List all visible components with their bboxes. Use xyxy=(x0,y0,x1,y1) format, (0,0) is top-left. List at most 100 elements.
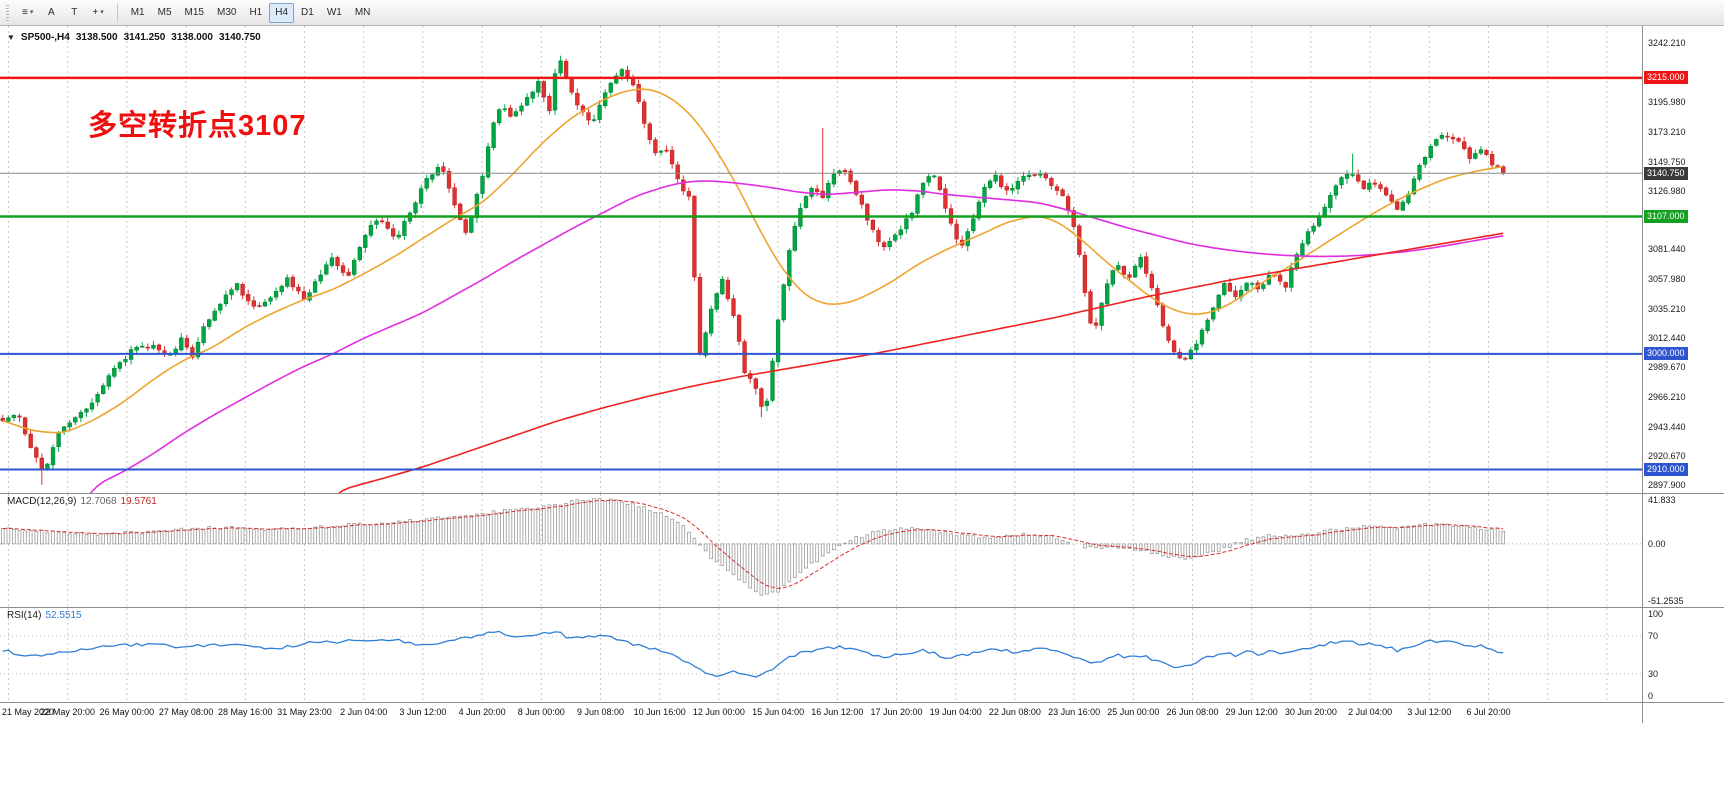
slow-ma-line xyxy=(337,232,1504,493)
macd-histogram xyxy=(0,497,1506,596)
symbol-dropdown-icon[interactable]: ▼ xyxy=(7,33,15,42)
annotations-tool-button[interactable]: A xyxy=(40,3,62,23)
panel-separator[interactable] xyxy=(0,702,1724,703)
macd-bar xyxy=(1066,541,1070,545)
panel-separator[interactable] xyxy=(0,493,1724,494)
macd-bar xyxy=(1306,533,1310,545)
macd-bar xyxy=(207,526,212,545)
macd-bar xyxy=(1373,525,1377,545)
timeframe-h1-button[interactable]: H1 xyxy=(243,3,268,23)
timeframe-mn-button[interactable]: MN xyxy=(349,3,377,23)
macd-panel-canvas[interactable] xyxy=(0,494,1724,607)
macd-bar xyxy=(1060,540,1065,545)
price-tag-3000.000: 3000.000 xyxy=(1644,347,1688,360)
mid-ma-line xyxy=(89,180,1504,493)
macd-bar xyxy=(1244,538,1249,545)
candle-body xyxy=(619,69,625,77)
candle-body xyxy=(78,412,84,418)
rsi-panel-canvas[interactable] xyxy=(0,608,1724,702)
candle-body xyxy=(1199,329,1205,345)
price-tick-label: 2943.440 xyxy=(1648,422,1686,432)
rsi-axis-label: 100 xyxy=(1648,609,1664,619)
candle-body xyxy=(881,242,887,248)
candle-body xyxy=(764,400,770,407)
candle-body xyxy=(681,179,686,192)
macd-bar xyxy=(447,516,451,545)
macd-bar xyxy=(0,528,5,545)
timeframe-m5-button[interactable]: M5 xyxy=(152,3,178,23)
candle-body xyxy=(1428,145,1433,158)
candle-body xyxy=(1305,231,1311,245)
macd-bar xyxy=(703,543,708,552)
macd-bar xyxy=(921,529,925,545)
candle-body xyxy=(296,286,301,292)
timeframe-w1-button[interactable]: W1 xyxy=(321,3,348,23)
macd-bar xyxy=(1055,538,1059,545)
macd-bar xyxy=(123,531,128,545)
candle-body xyxy=(22,417,28,435)
macd-bar xyxy=(436,516,440,545)
candle-body xyxy=(156,344,162,351)
time-label: 26 May 00:00 xyxy=(99,707,155,717)
macd-bar xyxy=(129,530,133,545)
macd-bar xyxy=(134,531,139,545)
macd-bar xyxy=(692,537,697,545)
timeframe-h4-button[interactable]: H4 xyxy=(269,2,295,23)
macd-bar xyxy=(318,525,323,545)
time-label: 29 Jun 12:00 xyxy=(1225,707,1278,717)
macd-bar xyxy=(212,527,217,545)
macd-bar xyxy=(402,520,407,545)
panel-separator[interactable] xyxy=(0,607,1724,608)
candle-body xyxy=(926,176,931,183)
timeframe-d1-button[interactable]: D1 xyxy=(295,3,320,23)
macd-bar xyxy=(112,532,117,545)
candle-body xyxy=(1250,283,1255,285)
macd-bar xyxy=(1406,525,1411,545)
macd-bar xyxy=(1116,543,1121,549)
price-tick-label: 2989.670 xyxy=(1648,362,1686,372)
candle-body xyxy=(229,289,234,296)
macd-bar xyxy=(224,526,228,545)
rsi-line xyxy=(2,630,1504,678)
text-tool-button[interactable]: T xyxy=(63,3,85,23)
macd-bar xyxy=(1423,522,1427,545)
macd-bar xyxy=(229,526,234,545)
candle-body xyxy=(753,378,758,389)
macd-bar xyxy=(363,524,368,545)
candle-body xyxy=(1105,283,1110,305)
macd-bar xyxy=(871,531,875,545)
macd-bar xyxy=(502,508,507,545)
candle-body xyxy=(508,107,513,117)
time-label: 4 Jun 20:00 xyxy=(458,707,506,717)
candle-body xyxy=(368,225,374,236)
candle-body xyxy=(1484,150,1489,155)
candle-body xyxy=(201,326,206,344)
candle-body xyxy=(842,169,848,173)
timeframe-m1-button[interactable]: M1 xyxy=(125,3,151,23)
candle-body xyxy=(1082,255,1088,293)
rsi-value: 52.5515 xyxy=(45,610,82,621)
candle-body xyxy=(536,81,541,93)
candle-body xyxy=(1171,340,1177,353)
candle-body xyxy=(714,293,719,310)
price-axis[interactable]: 3215.000 3140.750 3107.000 3000.000 2910.000… xyxy=(1643,26,1724,723)
timeframe-m30-button[interactable]: M30 xyxy=(211,3,242,23)
candle-body xyxy=(435,167,441,176)
price-chart-canvas[interactable] xyxy=(0,26,1724,493)
candle-body xyxy=(831,173,837,185)
macd-bar xyxy=(1144,543,1149,551)
candle-body xyxy=(575,92,580,106)
crosshair-tool-button[interactable]: + ▾ xyxy=(86,3,109,23)
timeframe-m15-button[interactable]: M15 xyxy=(179,3,210,23)
toolbar-grip[interactable] xyxy=(6,4,9,21)
macd-bar xyxy=(307,527,312,545)
candle-body xyxy=(346,271,351,276)
candle-body xyxy=(1071,210,1076,227)
chart-window[interactable]: ▼ SP500-,H4 3138.500 3141.250 3138.000 3… xyxy=(0,26,1724,795)
candle-body xyxy=(1227,283,1233,292)
time-label: 6 Jul 20:00 xyxy=(1466,707,1511,717)
time-axis[interactable]: 21 May 2020 22 May 20:00 26 May 00:00 27 Ma… xyxy=(0,703,1642,723)
candle-body xyxy=(223,294,229,304)
macd-bar xyxy=(1473,526,1478,545)
chart-templates-button[interactable]: ≡ ▾ xyxy=(16,3,39,23)
